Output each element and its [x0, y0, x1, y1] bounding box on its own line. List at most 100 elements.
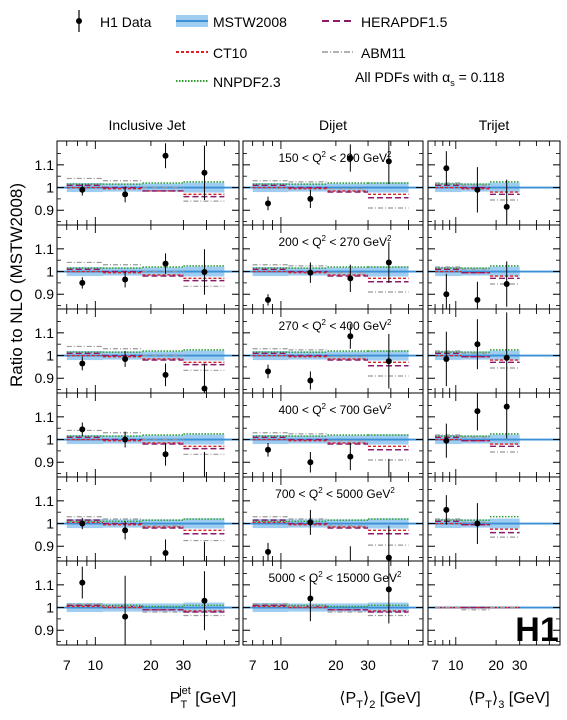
q2-bin-label: 700 < Q2 < 5000 GeV2	[275, 486, 395, 501]
y-tick-label: 1.1	[35, 325, 55, 341]
y-tick-label: 0.9	[35, 286, 55, 302]
col-title-dijet: Dijet	[319, 117, 347, 133]
panel-3-2	[428, 393, 560, 458]
h1-data-point	[307, 519, 314, 526]
h1-data-point	[474, 520, 481, 527]
x-tick-label: 30	[360, 657, 376, 673]
h1-data-point	[79, 279, 86, 286]
h1-data-point	[162, 371, 169, 378]
x-tick-label: 30	[512, 657, 528, 673]
h1-data-point	[307, 459, 314, 466]
panel-0-0	[57, 143, 239, 203]
h1-data-point	[503, 203, 510, 210]
h1-data-point	[162, 152, 169, 159]
h1-data-point	[122, 436, 129, 443]
h1-data-point	[443, 165, 450, 172]
h1-data-point	[307, 269, 314, 276]
col-title-inclusive-jet: Inclusive Jet	[108, 117, 185, 133]
legend-abm-label: ABM11	[361, 45, 406, 61]
panel-1-1	[243, 242, 423, 306]
panel-5-1	[243, 561, 423, 624]
x-axis-label-inclusive: PTjet [GeV]	[170, 685, 236, 711]
legend-herapdf: HERAPDF1.5	[322, 14, 448, 30]
h1-data-point	[347, 333, 354, 340]
h1-data-point	[347, 155, 354, 162]
legend-ct10-label: CT10	[213, 45, 247, 61]
y-tick-label: 1.1	[35, 241, 55, 257]
h1-data-point	[307, 195, 314, 202]
h1-data-point	[265, 548, 272, 555]
h1-data-point	[265, 368, 272, 375]
h1-data-point	[385, 586, 392, 593]
h1-data-point	[162, 260, 169, 267]
x-tick-label: 7	[431, 657, 439, 673]
panel-4-0	[57, 516, 239, 561]
h1-data-point	[503, 281, 510, 288]
h1-data-point	[201, 268, 208, 275]
x-tick-label: 7	[249, 657, 257, 673]
h1-data-point	[265, 200, 272, 207]
h1-data-point	[385, 259, 392, 266]
panel-1-2	[428, 261, 560, 309]
h1-data-point	[79, 360, 86, 367]
h1-logo: H1	[515, 611, 558, 649]
panel-2-0	[57, 345, 239, 393]
y-tick-label: 1.1	[35, 409, 55, 425]
h1-data-point	[443, 291, 450, 298]
panel-3-0	[57, 422, 239, 477]
q2-bin-label: 270 < Q2 < 400 GeV2	[279, 318, 393, 333]
h1-data-point	[443, 355, 450, 362]
h1-data-point	[162, 451, 169, 458]
x-axis-label-trijet: ⟨PT⟩3 [GeV]	[468, 690, 549, 711]
x-tick-label: 20	[143, 657, 159, 673]
panel-5-2	[428, 606, 560, 611]
y-axis-label: Ratio to NLO (MSTW2008)	[7, 183, 26, 387]
h1-data-point	[79, 186, 86, 193]
panel-3-1	[243, 432, 423, 477]
q2-bin-label: 400 < Q2 < 700 GeV2	[279, 402, 393, 417]
legend-h1data: H1 Data	[76, 10, 152, 32]
x-tick-labels: 7 10 20 30 7 10 20 30 7 10 20 30	[63, 657, 528, 673]
panels: 0.9 1 1.1 0.9 1 1.1 0.9 1 1.1 0.9 1 1.1 0.9 1 1.1 0.9 1 1…	[35, 140, 561, 646]
y-tick-label: 1	[46, 348, 54, 364]
y-tick-label: 1	[46, 516, 54, 532]
panel-1-0	[57, 249, 239, 295]
h1-data-point	[503, 403, 510, 410]
h1-data-point	[265, 446, 272, 453]
h1-data-point	[122, 527, 129, 534]
panel-5-0	[57, 566, 239, 645]
y-tick-label: 1.1	[35, 493, 55, 509]
h1-data-point	[265, 296, 272, 303]
x-tick-label: 20	[328, 657, 344, 673]
y-tick-label: 0.9	[35, 202, 55, 218]
h1-data-point	[122, 276, 129, 283]
h1-data-point	[347, 453, 354, 460]
h1-data-point	[79, 579, 86, 586]
h1-data-point	[474, 408, 481, 415]
legend-nnpdf-label: NNPDF2.3	[213, 74, 281, 90]
h1-data-point	[79, 426, 86, 433]
h1-data-point	[385, 158, 392, 165]
panel-0-1	[243, 141, 423, 211]
y-tick-label: 1	[46, 600, 54, 616]
h1-data-point	[385, 358, 392, 365]
y-tick-label: 0.9	[35, 622, 55, 638]
q2-bin-label: 5000 < Q2 < 15000 GeV2	[268, 570, 402, 585]
legend-ct10: CT10	[176, 45, 247, 61]
h1-data-point	[307, 377, 314, 384]
h1-data-point	[122, 191, 129, 198]
y-tick-label: 0.9	[35, 538, 55, 554]
x-tick-label: 10	[448, 657, 464, 673]
legend-mstw: MSTW2008	[176, 14, 287, 30]
legend: H1 Data MSTW2008 HERAPDF1.5 CT10 ABM11 N…	[76, 10, 505, 90]
h1-data-point	[162, 550, 169, 557]
h1-data-point	[443, 506, 450, 513]
y-tick-label: 1.1	[35, 157, 55, 173]
y-tick-label: 1.1	[35, 577, 55, 593]
x-tick-label: 30	[176, 657, 192, 673]
h1-data-point	[474, 296, 481, 303]
panel-4-2	[428, 495, 560, 544]
h1-data-point	[385, 554, 392, 561]
panel-2-1	[243, 323, 423, 390]
